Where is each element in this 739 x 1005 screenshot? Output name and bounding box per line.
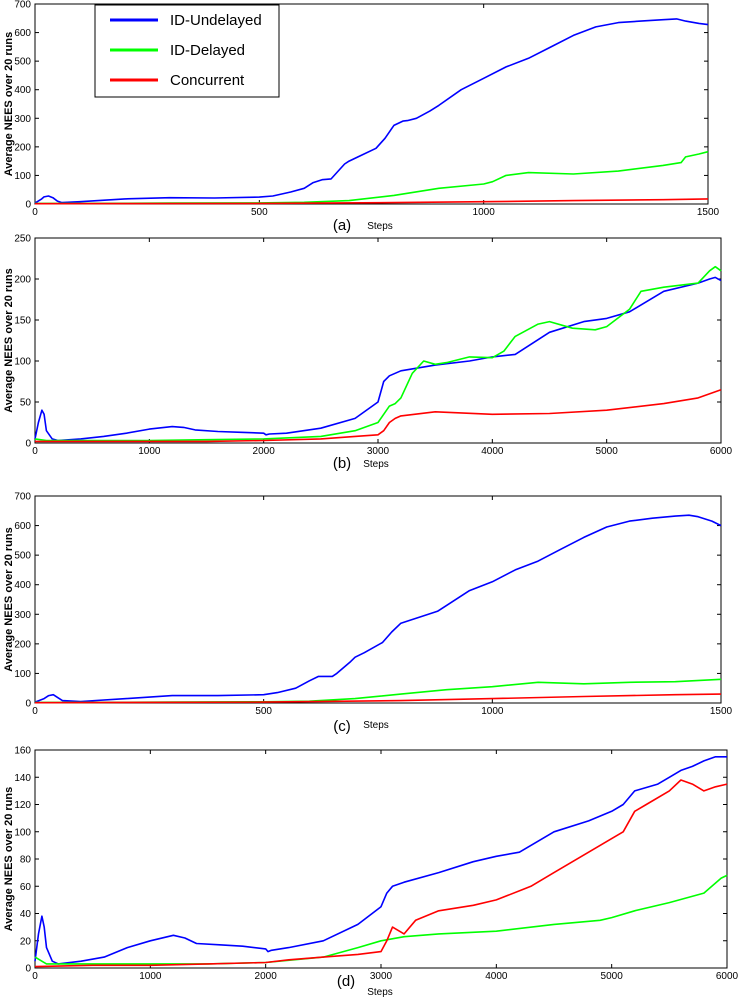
plot-frame [34, 237, 722, 444]
series-line-id-delayed [34, 265, 722, 442]
x-axis-label: Steps [363, 459, 389, 470]
x-axis-label: Steps [367, 987, 393, 998]
y-tick-label: 250 [14, 234, 31, 245]
x-tick-label: 1000 [139, 971, 162, 982]
y-tick-label: 100 [14, 827, 31, 838]
x-tick-label: 1000 [481, 706, 504, 717]
y-tick-label: 150 [14, 316, 31, 327]
chart-panel: 0 100 200 300 400 500 600 700 0 500 1000 1500 Averag… [3, 0, 720, 234]
x-tick-label: 4000 [481, 446, 504, 457]
y-tick-label: 300 [14, 610, 31, 621]
chart-panel: 0 20 40 60 80 100 120 140 160 0 1000 2000 3000 4000 50… [3, 746, 739, 999]
y-tick-label: 140 [14, 773, 31, 784]
y-tick-label: 60 [20, 882, 32, 893]
series-line-concurrent [34, 779, 728, 968]
y-tick-label: 500 [14, 551, 31, 562]
y-axis-label: Average NEES over 20 runs [3, 268, 15, 413]
y-tick-label: 300 [14, 114, 31, 125]
y-tick-label: 100 [14, 171, 31, 182]
x-tick-label: 3000 [370, 971, 393, 982]
series-line-id-delayed [35, 150, 709, 205]
legend-label: ID-Delayed [170, 42, 245, 59]
panel-label: (b) [333, 455, 351, 472]
x-tick-label: 1500 [697, 207, 720, 218]
x-tick-label: 500 [251, 207, 268, 218]
y-tick-label: 50 [20, 398, 32, 409]
y-axis-label: Average NEES over 20 runs [3, 527, 15, 672]
legend-label: Concurrent [170, 72, 245, 89]
x-axis-label: Steps [367, 221, 393, 232]
x-tick-label: 0 [32, 446, 38, 457]
x-tick-label: 6000 [716, 971, 739, 982]
chart-panel: 0 50 100 150 200 250 0 1000 2000 3000 4000 5000 6000… [3, 234, 733, 473]
y-tick-label: 600 [14, 521, 31, 532]
y-tick-label: 700 [14, 492, 31, 503]
plot-frame [34, 495, 722, 704]
plot-frame [34, 749, 728, 969]
x-tick-label: 3000 [367, 446, 390, 457]
y-tick-label: 0 [25, 699, 31, 710]
series-line-concurrent [34, 693, 722, 704]
x-tick-label: 0 [32, 971, 38, 982]
y-tick-label: 500 [14, 57, 31, 68]
x-tick-label: 4000 [485, 971, 508, 982]
y-tick-label: 700 [14, 0, 31, 11]
x-tick-label: 5000 [601, 971, 624, 982]
y-axis-label: Average NEES over 20 runs [3, 787, 15, 932]
series-line-id-undelayed [34, 276, 722, 442]
y-tick-label: 200 [14, 142, 31, 153]
chart-panel: 0 100 200 300 400 500 600 700 0 500 1000 1500 Averag… [3, 492, 733, 736]
x-tick-label: 0 [32, 207, 38, 218]
series-line-id-undelayed [34, 18, 709, 204]
legend-label: ID-Undelayed [170, 12, 262, 29]
y-tick-label: 20 [20, 936, 32, 947]
x-tick-label: 500 [255, 706, 272, 717]
x-tick-label: 0 [32, 706, 38, 717]
x-tick-label: 2000 [253, 446, 276, 457]
series-line-id-delayed [35, 678, 722, 704]
plot-frame [34, 3, 709, 205]
series-line-id-undelayed [34, 755, 727, 965]
y-tick-label: 400 [14, 85, 31, 96]
panel-label: (a) [333, 217, 351, 234]
legend: ID-Undelayed ID-Delayed Concurrent [94, 4, 280, 98]
panel-label: (c) [333, 718, 351, 735]
x-tick-label: 2000 [255, 971, 278, 982]
series-line-id-delayed [34, 874, 728, 965]
y-tick-label: 160 [14, 746, 31, 757]
y-tick-label: 40 [20, 909, 32, 920]
y-tick-label: 0 [25, 964, 31, 975]
y-tick-label: 120 [14, 800, 31, 811]
series-line-concurrent [35, 388, 722, 443]
x-tick-label: 5000 [596, 446, 619, 457]
y-tick-label: 0 [25, 439, 31, 450]
x-tick-label: 1000 [473, 207, 496, 218]
x-tick-label: 1500 [710, 706, 733, 717]
x-tick-label: 6000 [710, 446, 733, 457]
series-line-concurrent [34, 198, 709, 205]
y-tick-label: 100 [14, 357, 31, 368]
y-tick-label: 0 [25, 200, 31, 211]
y-tick-label: 400 [14, 580, 31, 591]
panel-label: (d) [337, 973, 355, 990]
y-tick-label: 200 [14, 639, 31, 650]
y-tick-label: 200 [14, 275, 31, 286]
y-tick-label: 80 [20, 855, 32, 866]
y-tick-label: 100 [14, 669, 31, 680]
x-tick-label: 1000 [138, 446, 161, 457]
y-axis-label: Average NEES over 20 runs [3, 32, 15, 177]
y-tick-label: 600 [14, 28, 31, 39]
series-line-id-undelayed [34, 514, 722, 703]
x-axis-label: Steps [363, 720, 389, 731]
